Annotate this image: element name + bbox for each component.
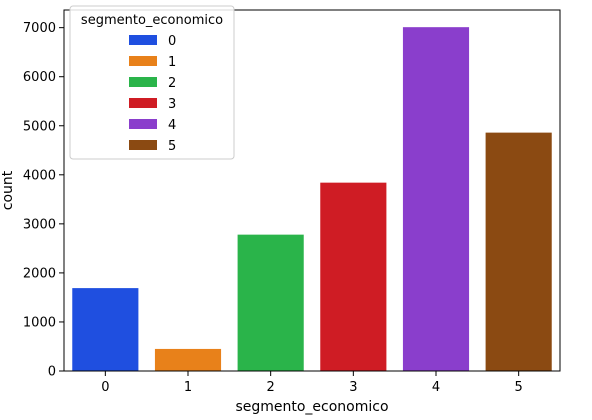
y-axis-label: count xyxy=(0,170,16,210)
y-tick-label: 0 xyxy=(48,365,56,380)
legend: segmento_economico 0 1 2 3 4 5 xyxy=(69,5,235,160)
y-axis-ticks: 0 1000 2000 3000 4000 5000 6000 7000 xyxy=(23,21,64,380)
x-axis-ticks: 0 1 2 3 4 5 xyxy=(101,371,523,395)
legend-swatch-2 xyxy=(129,77,157,87)
plot-area xyxy=(72,27,552,372)
legend-entries: 0 1 2 3 4 5 xyxy=(129,34,176,154)
x-tick-label: 1 xyxy=(184,380,192,395)
x-tick-label: 0 xyxy=(101,380,109,395)
y-tick-label: 1000 xyxy=(23,315,56,330)
axes-frame xyxy=(63,9,561,372)
bar-2 xyxy=(237,234,304,371)
x-tick-label: 5 xyxy=(515,380,523,395)
legend-swatch-0 xyxy=(129,35,157,45)
legend-swatch-4 xyxy=(129,119,157,129)
legend-title: segmento_economico xyxy=(81,13,223,28)
legend-swatch-5 xyxy=(129,140,157,150)
legend-label-3: 3 xyxy=(168,97,176,112)
y-tick-label: 6000 xyxy=(23,70,56,85)
bar-5 xyxy=(485,132,552,371)
legend-swatch-3 xyxy=(129,98,157,108)
legend-label-2: 2 xyxy=(168,76,176,91)
legend-label-4: 4 xyxy=(168,118,176,133)
legend-swatch-1 xyxy=(129,56,157,66)
legend-label-5: 5 xyxy=(168,139,176,154)
bar-3 xyxy=(320,182,387,371)
y-tick-label: 7000 xyxy=(23,21,56,36)
y-tick-label: 2000 xyxy=(23,266,56,281)
x-tick-label: 4 xyxy=(432,380,440,395)
bar-0 xyxy=(72,288,139,371)
y-tick-label: 4000 xyxy=(23,168,56,183)
bar-1 xyxy=(154,348,222,371)
y-tick-label: 3000 xyxy=(23,217,56,232)
legend-label-0: 0 xyxy=(168,34,176,49)
x-tick-label: 3 xyxy=(349,380,357,395)
legend-label-1: 1 xyxy=(168,55,176,70)
y-tick-label: 5000 xyxy=(23,119,56,134)
x-axis-label: segmento_economico xyxy=(235,399,388,415)
bar-4 xyxy=(402,27,470,372)
x-tick-label: 2 xyxy=(267,380,275,395)
